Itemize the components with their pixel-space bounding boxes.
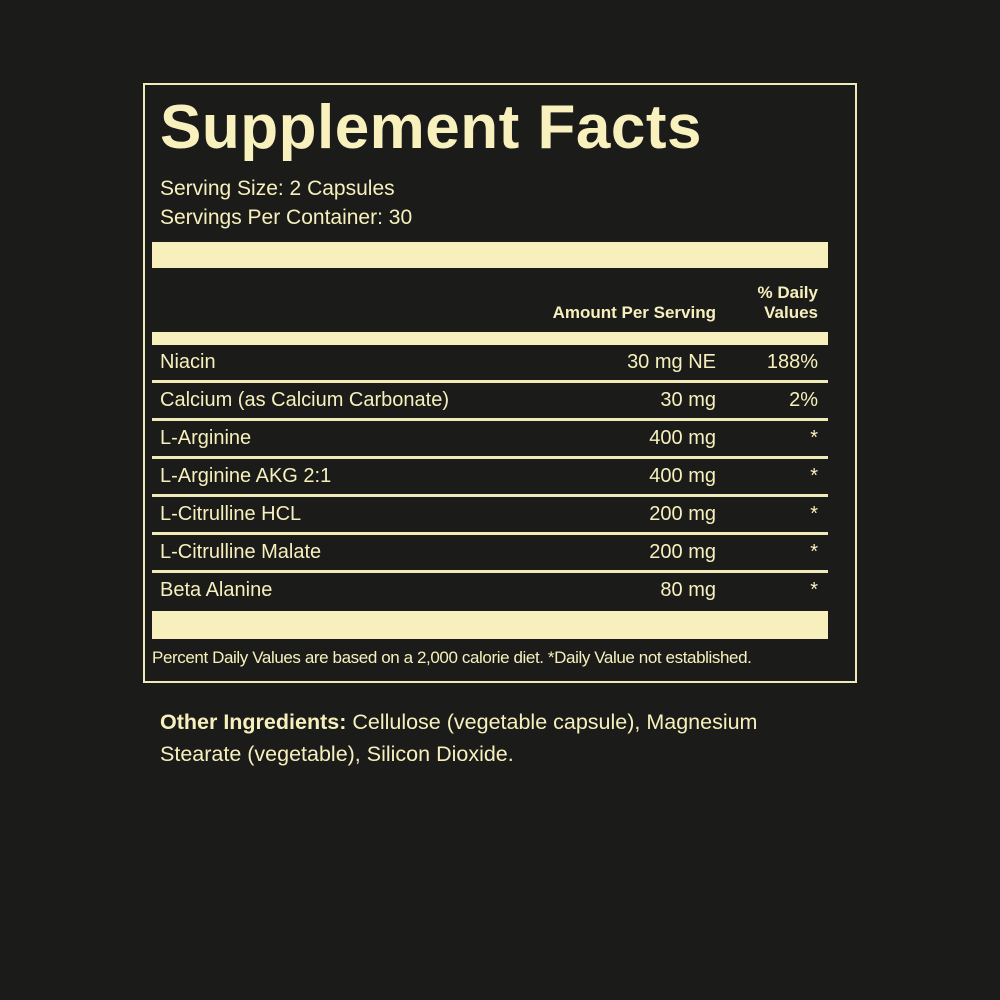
table-row: L-Citrulline Malate 200 mg * (152, 535, 828, 573)
percent-daily-line2: Values (764, 303, 818, 322)
ingredient-daily-value: * (810, 503, 818, 525)
ingredient-amount: 30 mg NE (627, 351, 716, 373)
ingredient-daily-value: * (810, 578, 818, 601)
percent-daily-values-header: % Daily Values (716, 283, 828, 325)
panel-title: Supplement Facts (160, 93, 702, 162)
ingredient-amount: 200 mg (649, 503, 716, 525)
ingredient-name: L-Arginine (160, 427, 252, 449)
daily-value-footnote: Percent Daily Values are based on a 2,00… (152, 648, 752, 667)
percent-daily-line1: % Daily (757, 283, 818, 302)
servings-per-container: Servings Per Container: 30 (160, 206, 413, 229)
other-ingredients: Other Ingredients: Cellulose (vegetable … (160, 706, 820, 770)
ingredient-amount: 80 mg (660, 578, 716, 601)
table-column-headers: Amount Per Serving % Daily Values (152, 273, 828, 325)
other-ingredients-text: Cellulose (vegetable capsule), Magnesium… (160, 710, 758, 766)
supplement-facts-panel: Supplement Facts Serving Size: 2 Capsule… (143, 83, 857, 683)
divider-bar-medium (152, 332, 828, 345)
amount-per-serving-header: Amount Per Serving (552, 303, 716, 322)
table-row: Calcium (as Calcium Carbonate) 30 mg 2% (152, 383, 828, 421)
divider-bar-thick-bottom (152, 611, 828, 639)
ingredient-name: L-Citrulline Malate (160, 541, 322, 563)
other-ingredients-label: Other Ingredients: (160, 710, 347, 734)
ingredient-table: Niacin 30 mg NE 188% Calcium (as Calcium… (152, 345, 828, 607)
ingredient-name: Calcium (as Calcium Carbonate) (160, 389, 449, 411)
table-row: Niacin 30 mg NE 188% (152, 345, 828, 383)
ingredient-name: L-Arginine AKG 2:1 (160, 465, 332, 487)
ingredient-daily-value: 2% (789, 389, 818, 411)
serving-size: Serving Size: 2 Capsules (160, 177, 395, 200)
ingredient-amount: 30 mg (660, 389, 716, 411)
table-row: L-Arginine 400 mg * (152, 421, 828, 459)
ingredient-amount: 400 mg (649, 427, 716, 449)
ingredient-amount: 400 mg (649, 465, 716, 487)
ingredient-name: L-Citrulline HCL (160, 503, 302, 525)
table-row: Beta Alanine 80 mg * (152, 573, 828, 607)
ingredient-daily-value: * (810, 541, 818, 563)
table-row: L-Citrulline HCL 200 mg * (152, 497, 828, 535)
ingredient-daily-value: * (810, 427, 818, 449)
ingredient-daily-value: 188% (766, 351, 818, 373)
ingredient-amount: 200 mg (649, 541, 716, 563)
table-row: L-Arginine AKG 2:1 400 mg * (152, 459, 828, 497)
divider-bar-thick-top (152, 242, 828, 268)
ingredient-daily-value: * (810, 465, 818, 487)
ingredient-name: Niacin (160, 351, 216, 373)
ingredient-name: Beta Alanine (160, 578, 273, 601)
